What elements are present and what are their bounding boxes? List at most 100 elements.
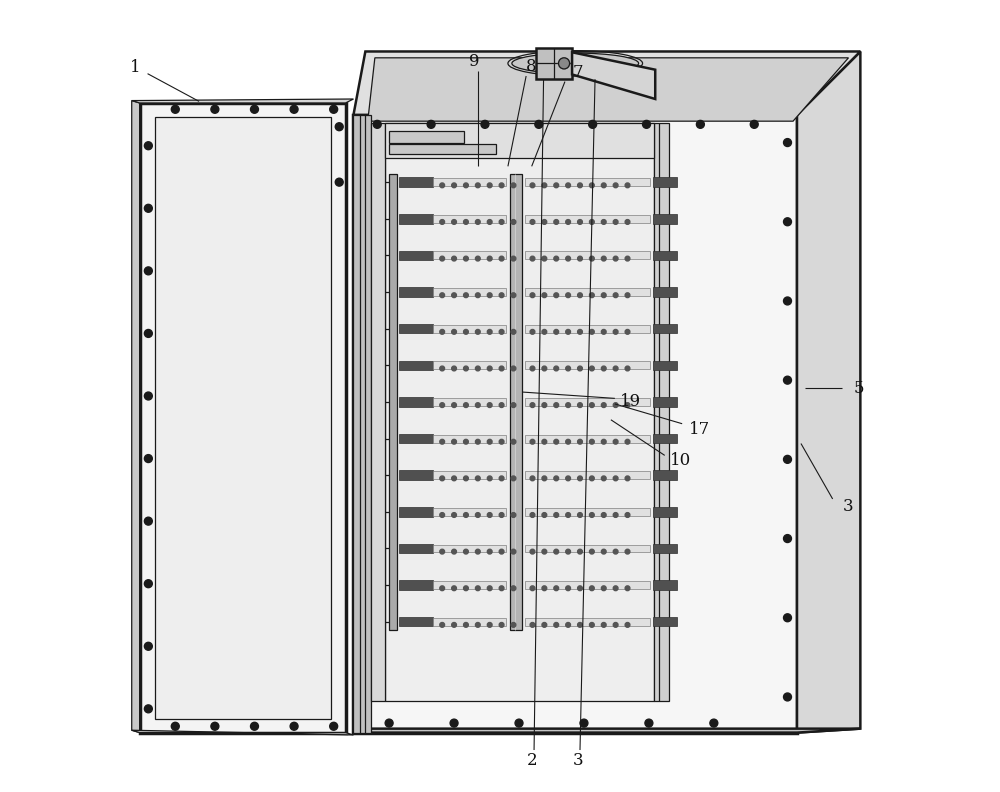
Circle shape	[613, 623, 618, 627]
Circle shape	[481, 120, 489, 128]
Bar	[653, 543, 677, 553]
Circle shape	[601, 623, 606, 627]
Circle shape	[542, 366, 547, 371]
Circle shape	[566, 550, 570, 554]
Circle shape	[530, 366, 535, 371]
Circle shape	[499, 293, 504, 298]
Circle shape	[511, 329, 516, 334]
Circle shape	[530, 329, 535, 334]
Bar	[525, 252, 650, 259]
Circle shape	[542, 402, 547, 407]
Bar	[399, 214, 433, 223]
Circle shape	[554, 402, 559, 407]
Bar	[433, 215, 506, 223]
Circle shape	[464, 183, 468, 188]
Circle shape	[625, 219, 630, 224]
Circle shape	[613, 366, 618, 371]
Circle shape	[330, 105, 338, 113]
Circle shape	[452, 550, 456, 554]
Circle shape	[530, 550, 535, 554]
Circle shape	[578, 586, 582, 591]
Circle shape	[511, 293, 516, 298]
Bar	[653, 324, 677, 333]
Circle shape	[613, 256, 618, 261]
Circle shape	[645, 719, 653, 727]
Circle shape	[589, 476, 594, 481]
Bar	[433, 508, 506, 516]
Bar	[399, 434, 433, 444]
Bar	[653, 434, 677, 444]
Circle shape	[589, 219, 594, 224]
Circle shape	[452, 623, 456, 627]
Polygon shape	[654, 123, 669, 701]
Circle shape	[625, 623, 630, 627]
Circle shape	[589, 256, 594, 261]
Circle shape	[475, 512, 480, 517]
Bar	[399, 287, 433, 297]
Circle shape	[511, 402, 516, 407]
Circle shape	[578, 550, 582, 554]
Bar	[525, 288, 650, 296]
Circle shape	[578, 219, 582, 224]
Bar	[433, 361, 506, 369]
Circle shape	[613, 293, 618, 298]
Circle shape	[499, 366, 504, 371]
Bar	[525, 325, 650, 333]
Polygon shape	[132, 99, 353, 103]
Circle shape	[613, 219, 618, 224]
Circle shape	[566, 476, 570, 481]
Circle shape	[530, 219, 535, 224]
Circle shape	[440, 219, 445, 224]
Ellipse shape	[512, 53, 639, 74]
Circle shape	[487, 476, 492, 481]
Text: 19: 19	[620, 393, 641, 410]
Polygon shape	[353, 115, 371, 733]
Circle shape	[601, 256, 606, 261]
Circle shape	[373, 120, 381, 128]
Bar	[433, 288, 506, 296]
Circle shape	[542, 512, 547, 517]
Circle shape	[530, 586, 535, 591]
Circle shape	[475, 256, 480, 261]
Circle shape	[589, 183, 594, 188]
Circle shape	[511, 440, 516, 444]
Bar	[653, 617, 677, 626]
Circle shape	[499, 550, 504, 554]
Bar	[525, 581, 650, 589]
Circle shape	[452, 586, 456, 591]
Circle shape	[487, 440, 492, 444]
Circle shape	[487, 550, 492, 554]
Circle shape	[487, 329, 492, 334]
Circle shape	[440, 402, 445, 407]
Polygon shape	[371, 123, 385, 701]
Circle shape	[452, 219, 456, 224]
Circle shape	[578, 402, 582, 407]
Circle shape	[625, 256, 630, 261]
Circle shape	[589, 550, 594, 554]
Circle shape	[487, 366, 492, 371]
Circle shape	[784, 693, 791, 701]
Circle shape	[554, 293, 559, 298]
Circle shape	[613, 586, 618, 591]
Circle shape	[613, 402, 618, 407]
Circle shape	[464, 623, 468, 627]
Circle shape	[601, 329, 606, 334]
Polygon shape	[132, 101, 140, 733]
Circle shape	[625, 550, 630, 554]
Bar	[653, 360, 677, 370]
Circle shape	[427, 120, 435, 128]
Circle shape	[487, 586, 492, 591]
Polygon shape	[389, 131, 464, 143]
Circle shape	[784, 455, 791, 463]
Circle shape	[475, 329, 480, 334]
Circle shape	[542, 476, 547, 481]
Bar	[653, 470, 677, 480]
Circle shape	[511, 219, 516, 224]
Circle shape	[578, 476, 582, 481]
Circle shape	[171, 105, 179, 113]
Text: 1: 1	[130, 59, 141, 76]
Circle shape	[464, 550, 468, 554]
Bar	[525, 361, 650, 369]
Circle shape	[601, 293, 606, 298]
Circle shape	[750, 120, 758, 128]
